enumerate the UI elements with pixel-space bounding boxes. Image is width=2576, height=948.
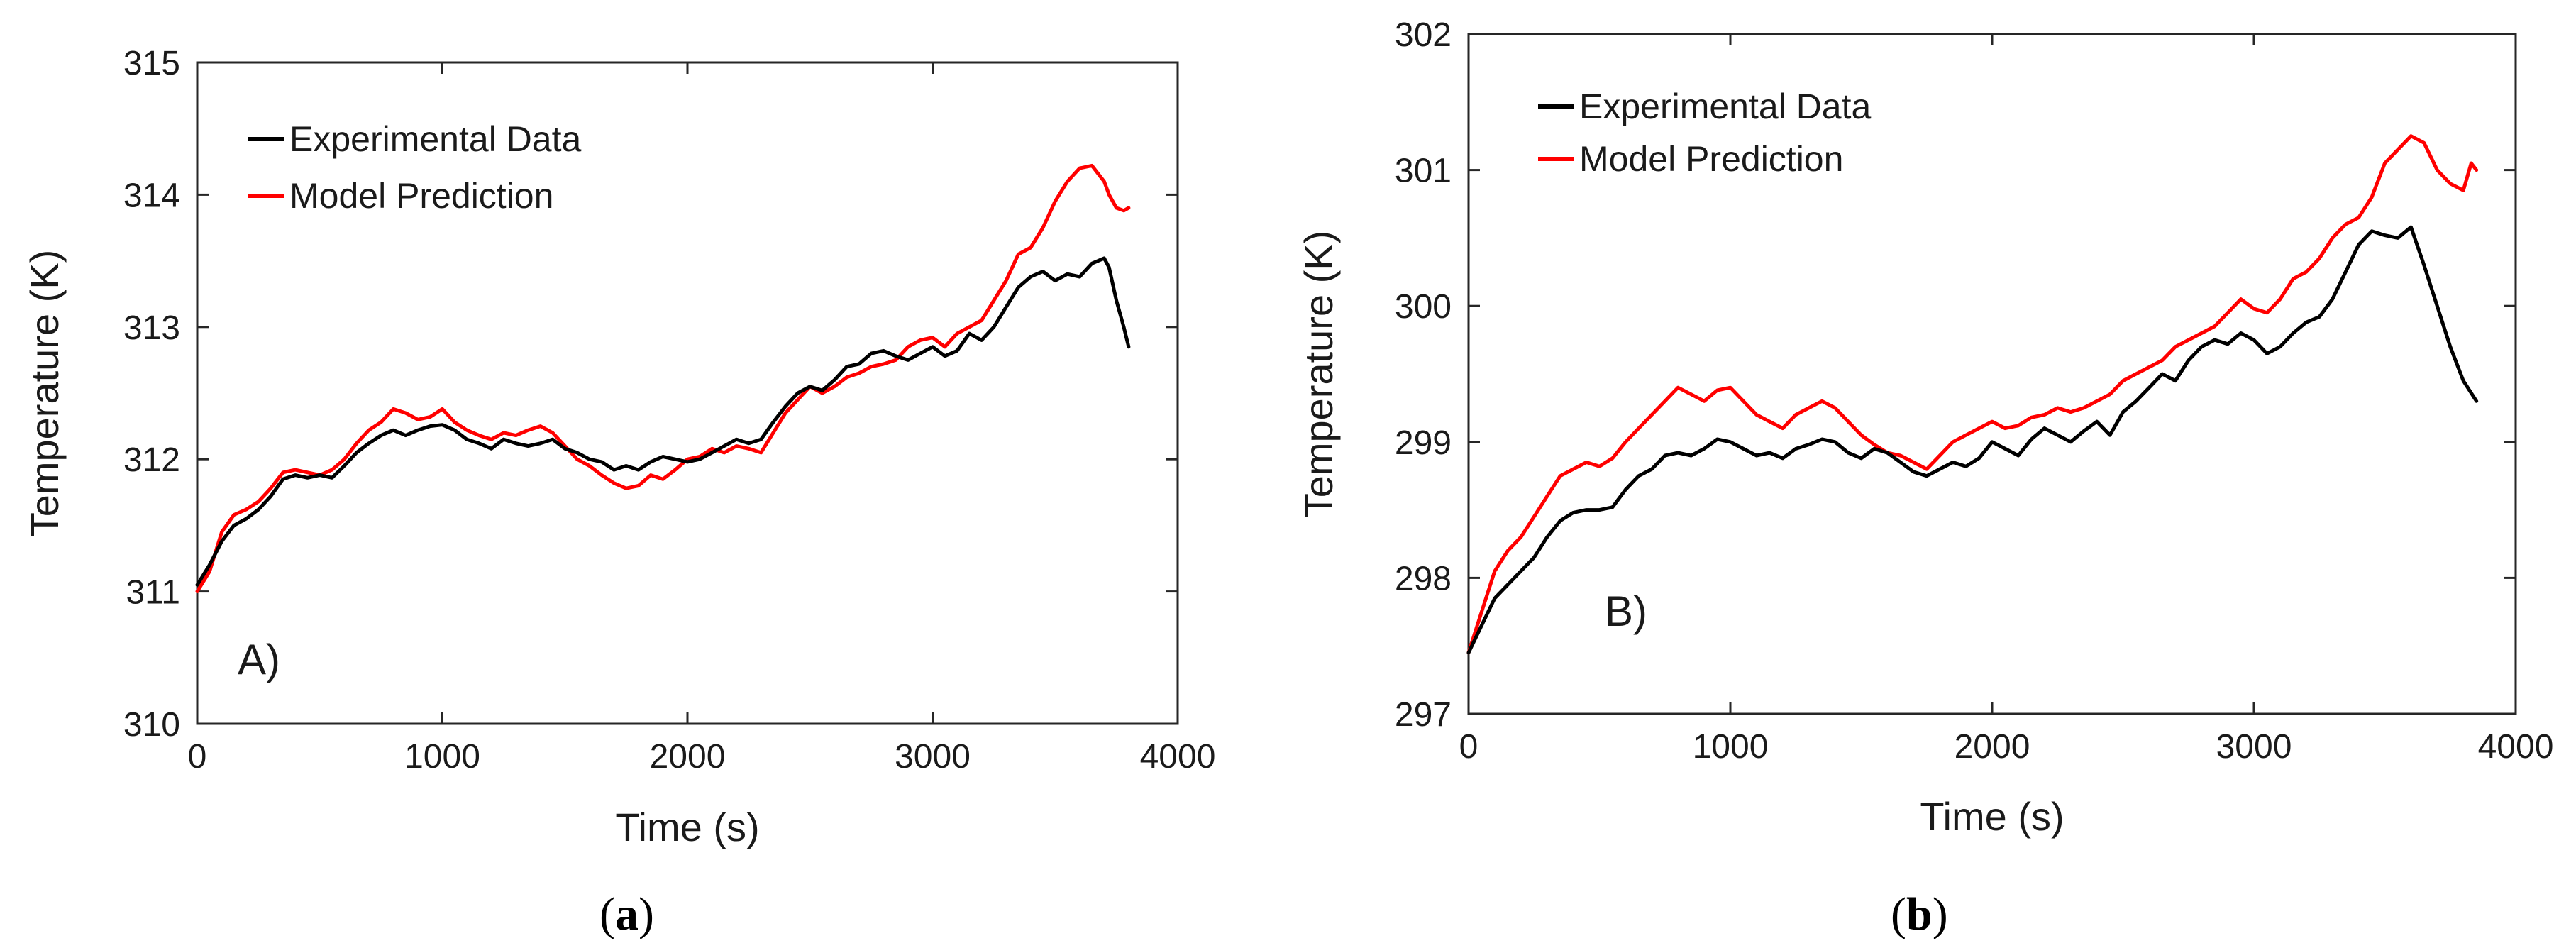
x-tick-label: 1000 <box>404 738 480 776</box>
x-tick-label: 2000 <box>1955 728 2030 766</box>
legend: Experimental Data Model Prediction <box>248 119 581 216</box>
y-tick-labels: 310 311 312 313 314 315 <box>123 45 180 744</box>
x-tick-label: 2000 <box>650 738 726 776</box>
x-tick-label: 4000 <box>2478 728 2554 766</box>
series-line-model-prediction <box>1466 134 2479 655</box>
series-group <box>1466 134 2479 655</box>
y-tick-label: 297 <box>1395 696 1452 734</box>
panel-caption: (b) <box>1891 888 1948 940</box>
tick-marks <box>1467 33 2517 715</box>
legend: Experimental Data Model Prediction <box>1538 87 1871 179</box>
y-tick-label: 310 <box>123 706 180 744</box>
series-line-experimental-data <box>1466 225 2479 655</box>
x-tick-label: 1000 <box>1693 728 1769 766</box>
x-tick-labels: 0 1000 2000 3000 4000 <box>188 738 1216 776</box>
x-tick-label: 3000 <box>895 738 971 776</box>
x-tick-label: 4000 <box>1140 738 1216 776</box>
legend-label-experimental: Experimental Data <box>289 119 581 159</box>
x-tick-label: 3000 <box>2216 728 2292 766</box>
series-line-model-prediction <box>195 163 1131 594</box>
y-tick-label: 299 <box>1395 424 1452 462</box>
legend-label-model: Model Prediction <box>1579 139 1843 179</box>
plot-frame <box>196 61 1179 725</box>
panel-annotation: B) <box>1605 588 1647 635</box>
y-tick-label: 315 <box>123 45 180 82</box>
legend-label-model: Model Prediction <box>289 176 553 216</box>
y-tick-label: 300 <box>1395 288 1452 326</box>
y-tick-label: 311 <box>126 574 180 612</box>
x-tick-label: 0 <box>188 738 207 776</box>
x-axis-label: Time (s) <box>615 805 759 849</box>
y-tick-label: 298 <box>1395 560 1452 597</box>
y-tick-labels: 297 298 299 300 301 302 <box>1395 16 1452 734</box>
x-tick-labels: 0 1000 2000 3000 4000 <box>1459 728 2554 766</box>
y-axis-label: Temperature (K) <box>1296 231 1341 518</box>
panel-b: 0 1000 2000 3000 4000 297 298 299 300 301 302 Exp… <box>1296 16 2553 940</box>
y-tick-label: 302 <box>1395 16 1452 54</box>
y-axis-label: Temperature (K) <box>22 250 67 537</box>
panel-caption: (a) <box>599 888 654 940</box>
series-line-experimental-data <box>195 256 1131 587</box>
y-tick-label: 312 <box>123 441 180 479</box>
y-tick-label: 314 <box>123 177 180 214</box>
panel-a: 0 1000 2000 3000 4000 310 311 312 313 314 315 Exp… <box>22 45 1215 940</box>
tick-marks <box>196 61 1179 725</box>
y-tick-label: 301 <box>1395 153 1452 190</box>
x-axis-label: Time (s) <box>1920 794 2064 839</box>
panel-annotation: A) <box>238 636 280 683</box>
x-tick-label: 0 <box>1459 728 1478 766</box>
y-tick-label: 313 <box>123 309 180 347</box>
series-group <box>195 163 1131 594</box>
legend-label-experimental: Experimental Data <box>1579 87 1871 126</box>
